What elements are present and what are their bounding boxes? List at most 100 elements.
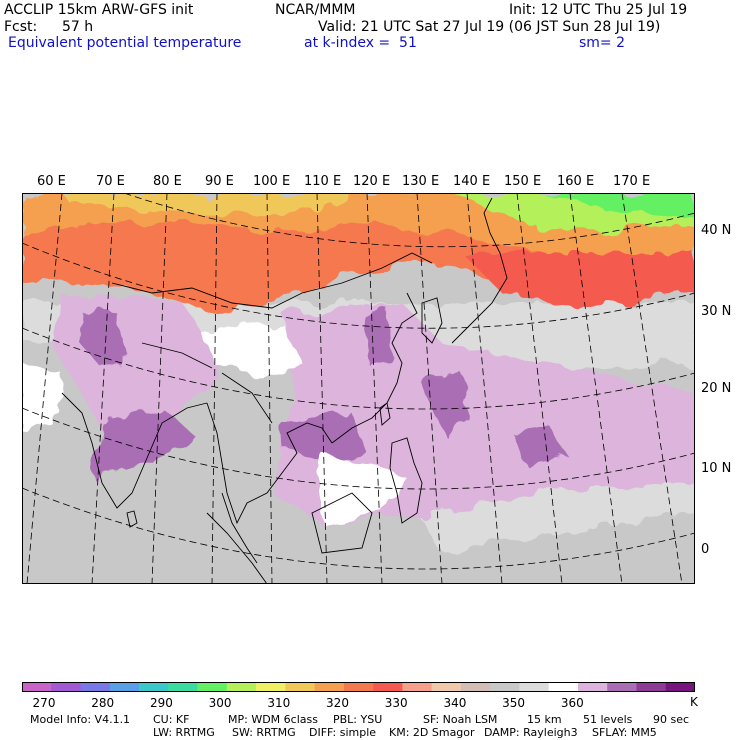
colorbar-swatch [109,682,140,692]
colorbar-swatch [168,682,198,692]
lat-label: 40 N [701,223,732,238]
footer-item: KM: 2D Smagor [389,726,475,739]
colorbar-swatch [80,682,111,692]
fcst-value: 57 h [62,19,94,35]
moist-core [362,308,392,368]
colorbar-swatch [373,682,403,692]
footer-item: 51 levels [583,713,633,726]
lat-label: 20 N [701,381,732,396]
colorbar-tick-label: 330 [384,696,408,710]
sri-lanka [126,510,138,528]
warm-band [542,193,695,215]
sumatra [206,512,268,584]
graticule [22,193,695,584]
colorbar-swatch [402,682,432,692]
colorbar-tick-label: 270 [32,696,56,710]
colorbar [22,682,695,692]
map-frame [22,193,695,584]
colorbar-swatch [607,682,637,692]
model-title: ACCLIP 15km ARW-GFS init [4,2,194,18]
lon-label: 70 E [96,174,125,189]
lon-label: 110 E [304,174,342,189]
lon-label: 80 E [153,174,182,189]
lon-label: 100 E [253,174,291,189]
colorbar-tick-label: 300 [208,696,232,710]
parallel-10n [22,407,695,490]
footer-item: SW: RRTMG [232,726,296,739]
smoothing-label: sm= 2 [579,35,626,51]
footer-item: CU: KF [153,713,190,726]
footer-item: 90 sec [653,713,690,726]
lon-label: 140 E [453,174,491,189]
colorbar-swatch [51,682,81,692]
colorbar-swatch [636,682,667,692]
meridian [316,193,328,584]
lon-label: 150 E [504,174,542,189]
white-patch [22,363,62,433]
valid-time: Valid: 21 UTC Sat 27 Jul 19 (06 JST Sun … [318,19,661,35]
colorbar-swatch [197,682,228,692]
taiwan [379,402,391,426]
meridian [211,193,218,584]
init-time: Init: 12 UTC Thu 25 Jul 19 [509,2,688,18]
india-coast [61,392,208,509]
colorbar-swatch [519,682,549,692]
footer-item: PBL: YSU [333,713,383,726]
lon-label: 160 E [557,174,595,189]
footer-item: Model Info: V4.1.1 [30,713,131,726]
lon-label: 60 E [37,174,66,189]
moist-core [80,308,127,368]
lon-label: 170 E [613,174,651,189]
warm-band [462,253,695,308]
colorbar-swatch [577,682,608,692]
parallel-0 [22,487,695,570]
footer-item: SF: Noah LSM [423,713,498,726]
philippines [389,437,423,524]
lon-label: 90 E [205,174,234,189]
borneo [311,492,373,554]
colorbar-swatch [665,682,695,692]
level-label: at k-index = 51 [304,35,417,51]
colorbar-swatch [139,682,169,692]
colorbar-tick-label: 350 [502,696,526,710]
footer-item: DIFF: simple [309,726,377,739]
colorbar-tick-label: 310 [267,696,291,710]
inland-borders [111,252,433,424]
theta-e-map [22,193,695,584]
colorbar-swatch [314,682,345,692]
colorbar-tick-label: 290 [149,696,173,710]
colorbar-swatch [226,682,257,692]
white-patch [202,323,302,378]
lat-label: 0 [701,542,710,557]
colorbar-swatch [22,682,52,692]
colorbar-swatch [490,682,520,692]
colorbar-tick-label: 360 [560,696,584,710]
china-coast [331,292,418,444]
colorbar-swatch [431,682,462,692]
colorbar-tick-label: 280 [91,696,115,710]
footer-item: 15 km [527,713,562,726]
malay-peninsula [221,492,258,564]
colorbar-swatch [548,682,579,692]
lon-label: 120 E [353,174,391,189]
footer-item: DAMP: Rayleigh3 [484,726,578,739]
colorbar-tick-label: 340 [443,696,467,710]
colorbar-frame [22,682,695,692]
lat-label: 30 N [701,304,732,319]
indochina-coast [206,402,333,525]
meridian [266,193,273,584]
lon-label: 130 E [402,174,440,189]
parallel-30n [22,242,695,329]
lat-label: 10 N [701,461,732,476]
fcst-label: Fcst: [4,19,38,35]
colorbar-swatch [256,682,286,692]
footer-item: LW: RRTMG [153,726,215,739]
footer-item: SFLAY: MM5 [592,726,657,739]
moist-core [512,428,567,461]
white-patch [322,453,402,523]
colorbar-swatch [343,682,374,692]
moist-core [282,413,367,463]
colorbar-tick-label: 320 [326,696,349,710]
footer-item: MP: WDM 6class [228,713,318,726]
center-label: NCAR/MMM [275,2,356,18]
